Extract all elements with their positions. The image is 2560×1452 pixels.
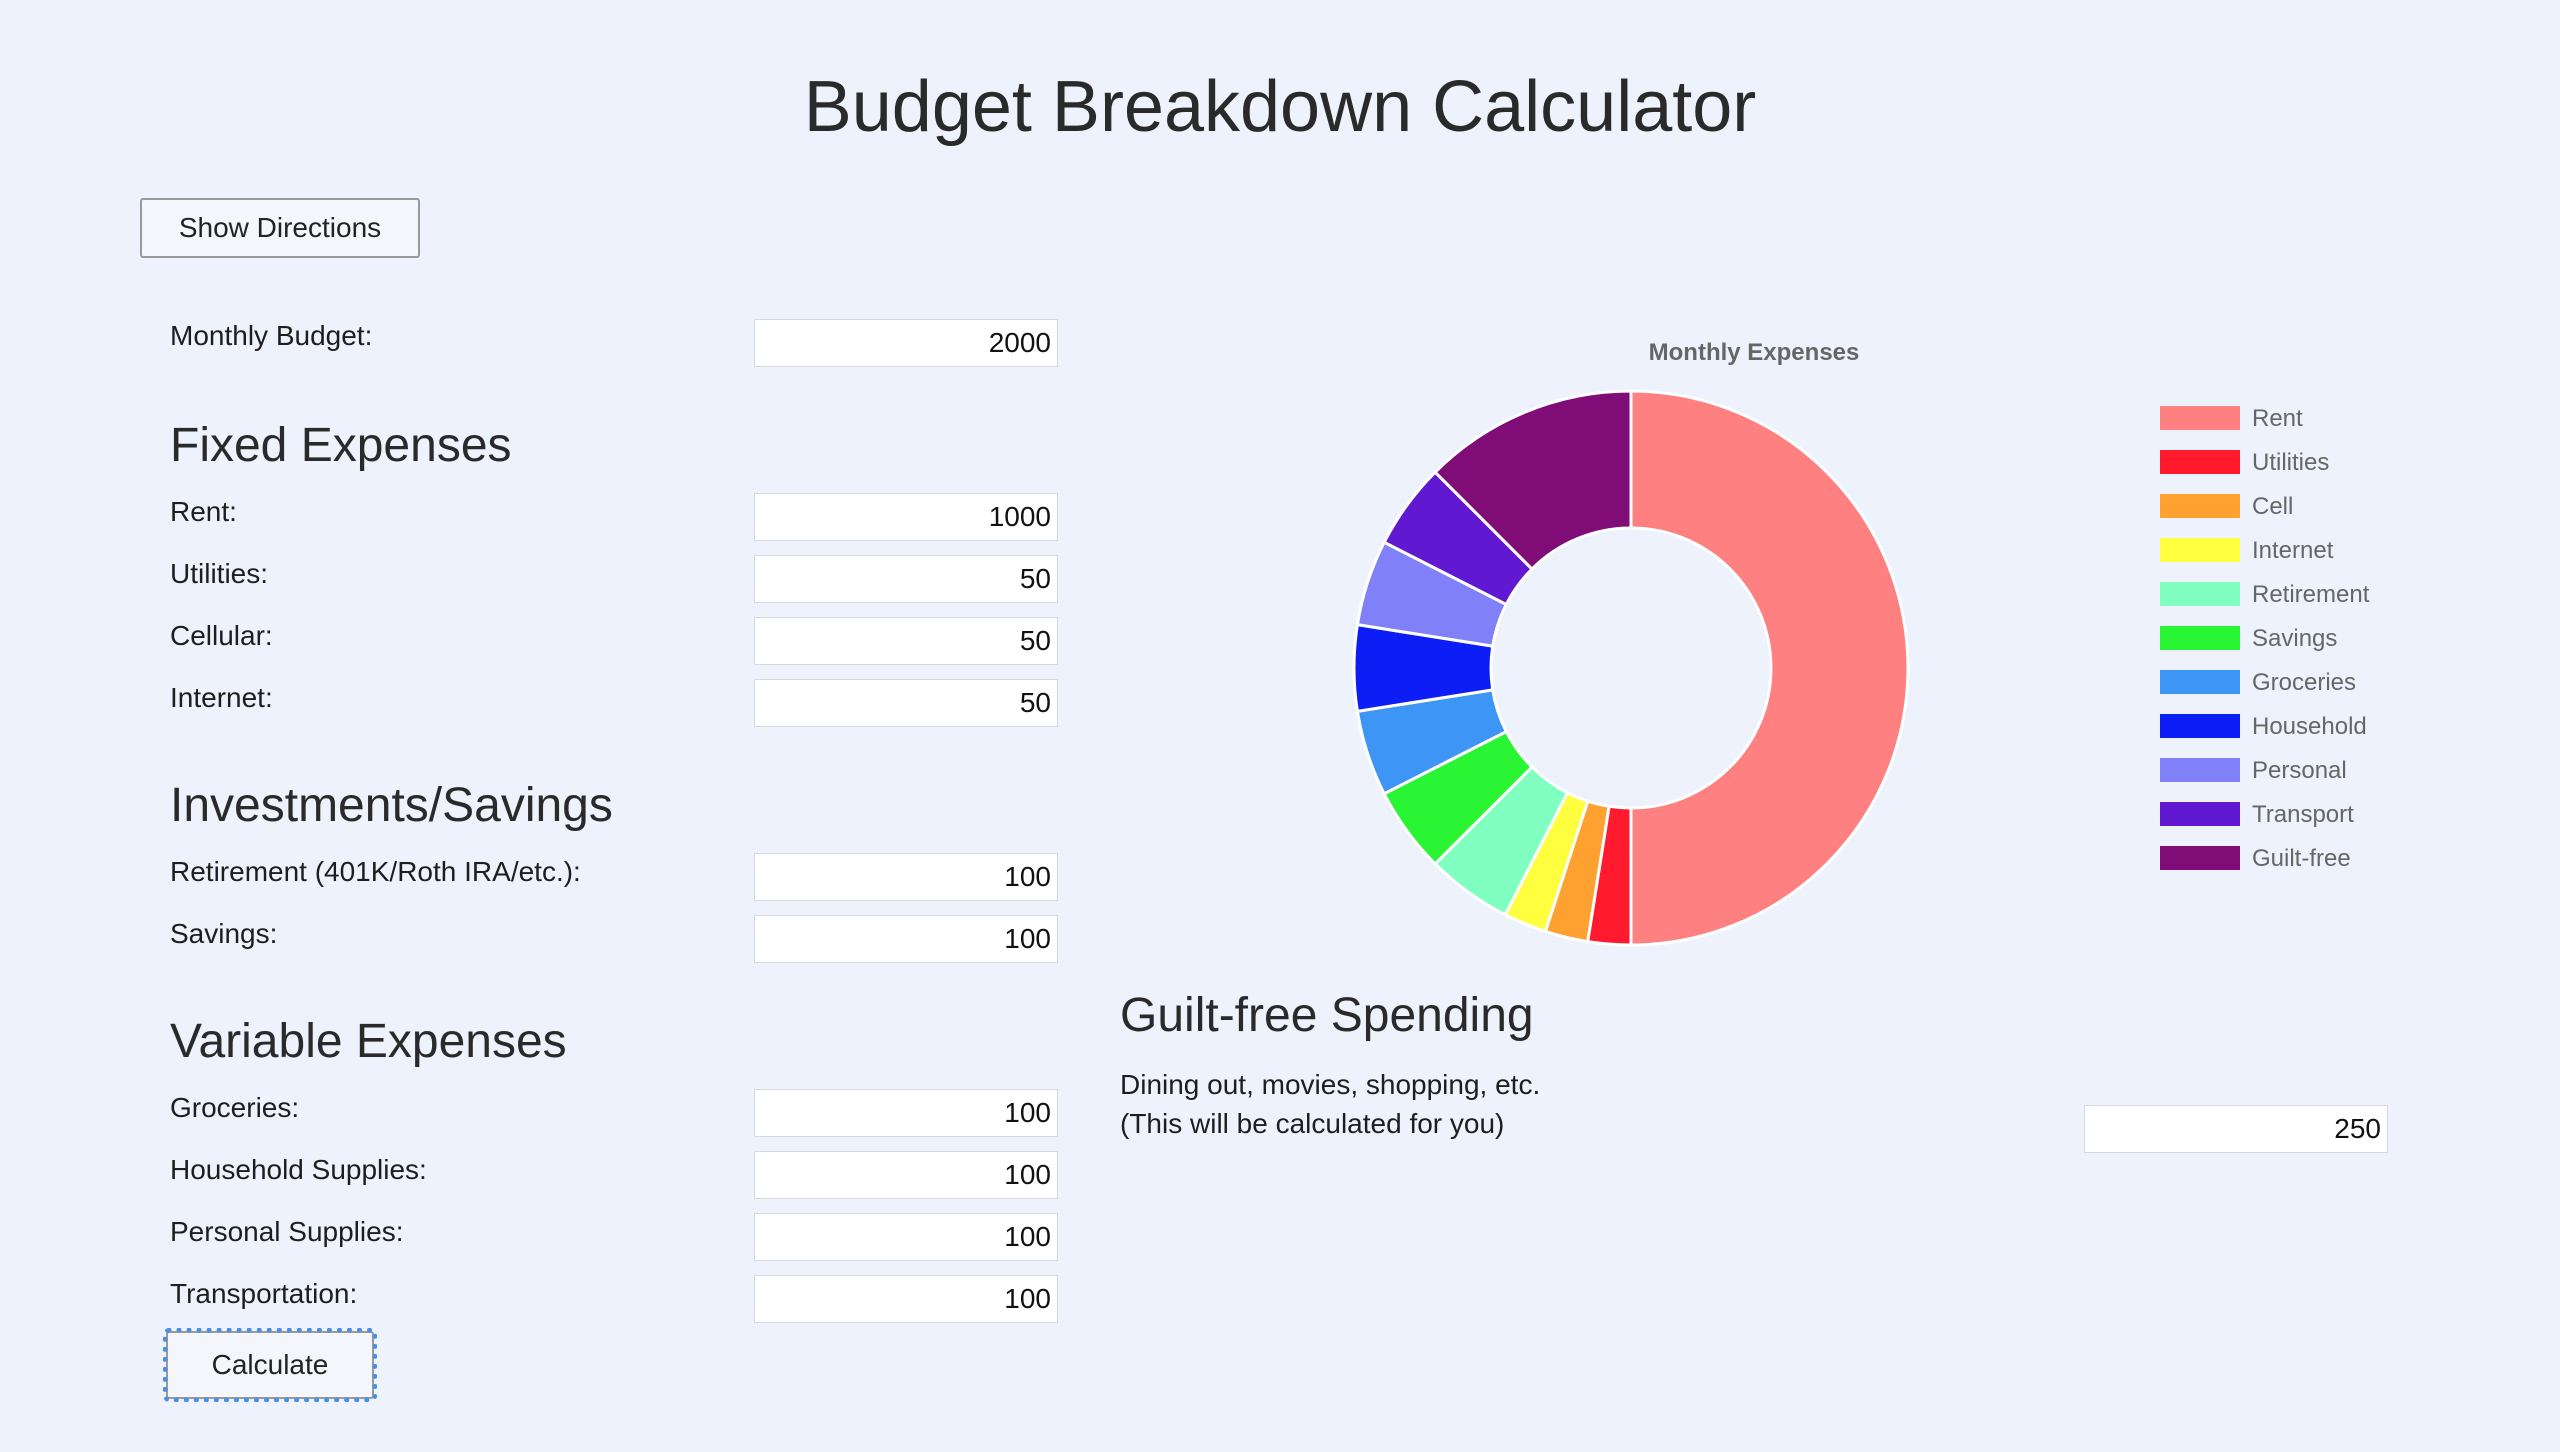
legend-swatch-utilities	[2160, 450, 2240, 474]
legend-label-utilities: Utilities	[2252, 449, 2329, 476]
utilities-label: Utilities:	[170, 558, 269, 589]
savings-input[interactable]	[754, 915, 1058, 963]
slice-personal	[1355, 540, 1509, 648]
slice-rent	[1629, 389, 1910, 947]
guilt-free-description: Dining out, movies, shopping, etc.	[1120, 1069, 1541, 1100]
legend-swatch-cell	[2160, 494, 2240, 518]
page-title: Budget Breakdown Calculator	[803, 67, 1757, 147]
legend-label-internet: Internet	[2252, 537, 2334, 564]
internet-input[interactable]	[754, 679, 1058, 727]
legend-label-cell: Cell	[2252, 493, 2293, 520]
legend-swatch-guilt-free	[2160, 846, 2240, 870]
calculate-button[interactable]: Calculate	[163, 1328, 377, 1402]
slice-groceries	[1355, 688, 1509, 796]
slice-transport	[1382, 470, 1535, 607]
legend-swatch-transport	[2160, 802, 2240, 826]
guilt-free-note: (This will be calculated for you)	[1120, 1108, 1505, 1139]
rent-input[interactable]	[754, 493, 1058, 541]
slice-savings	[1382, 729, 1535, 866]
internet-label: Internet:	[170, 682, 273, 713]
personal-label: Personal Supplies:	[170, 1216, 404, 1247]
slice-internet	[1503, 790, 1590, 934]
guilt-free-heading: Guilt-free Spending	[1120, 989, 1534, 1042]
legend-label-retirement: Retirement	[2252, 581, 2370, 608]
utilities-input[interactable]	[754, 555, 1058, 603]
guilt-free-output	[2084, 1105, 2388, 1153]
legend-swatch-personal	[2160, 758, 2240, 782]
slice-utilities	[1585, 804, 1633, 947]
groceries-input[interactable]	[754, 1089, 1058, 1137]
household-label: Household Supplies:	[170, 1154, 427, 1185]
legend-swatch-retirement	[2160, 582, 2240, 606]
legend-label-personal: Personal	[2252, 757, 2347, 784]
household-input[interactable]	[754, 1151, 1058, 1199]
cellular-input[interactable]	[754, 617, 1058, 665]
cellular-label: Cellular:	[170, 620, 273, 651]
transportation-input[interactable]	[754, 1275, 1058, 1323]
retirement-input[interactable]	[754, 853, 1058, 901]
slice-household	[1352, 622, 1495, 714]
savings-label: Savings:	[170, 918, 278, 949]
slice-guilt-free	[1433, 389, 1633, 572]
slice-retirement	[1433, 764, 1570, 917]
legend-label-rent: Rent	[2252, 405, 2303, 432]
legend-label-guilt-free: Guilt-free	[2252, 845, 2351, 872]
legend-label-transport: Transport	[2252, 801, 2354, 828]
show-directions-button[interactable]: Show Directions	[140, 198, 420, 258]
retirement-label: Retirement (401K/Roth IRA/etc.):	[170, 856, 581, 887]
monthly-budget-input[interactable]	[754, 319, 1058, 367]
personal-input[interactable]	[754, 1213, 1058, 1261]
variable-expenses-heading: Variable Expenses	[170, 1015, 567, 1068]
legend-label-groceries: Groceries	[2252, 669, 2356, 696]
transportation-label: Transportation:	[170, 1278, 358, 1309]
legend-swatch-savings	[2160, 626, 2240, 650]
legend-swatch-internet	[2160, 538, 2240, 562]
legend-label-household: Household	[2252, 713, 2367, 740]
rent-label: Rent:	[170, 496, 237, 527]
legend-swatch-groceries	[2160, 670, 2240, 694]
slice-cell	[1543, 799, 1611, 944]
investments-heading: Investments/Savings	[170, 779, 613, 832]
legend-label-savings: Savings	[2252, 625, 2337, 652]
legend-swatch-household	[2160, 714, 2240, 738]
chart-title: Monthly Expenses	[1649, 339, 1860, 366]
monthly-budget-label: Monthly Budget:	[170, 320, 373, 351]
fixed-expenses-heading: Fixed Expenses	[170, 419, 512, 472]
legend-swatch-rent	[2160, 406, 2240, 430]
groceries-label: Groceries:	[170, 1092, 300, 1123]
